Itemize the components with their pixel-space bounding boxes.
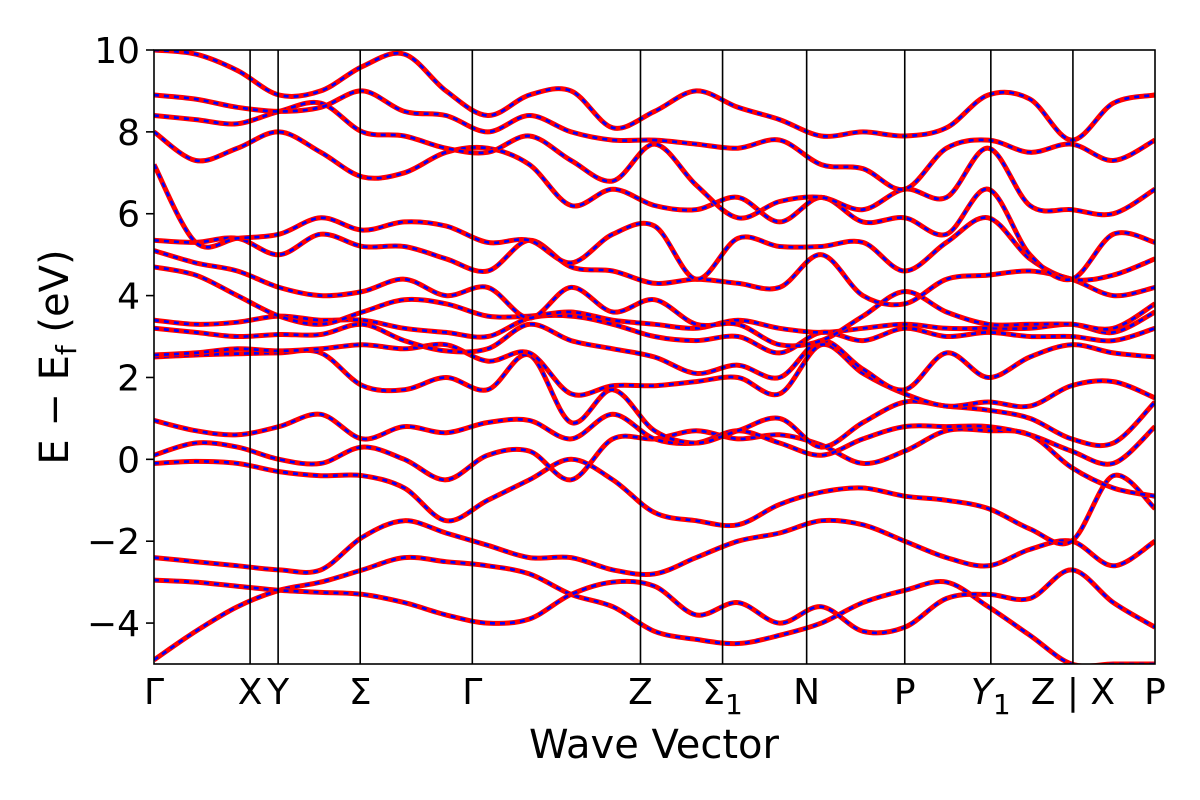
- x-axis-title: Wave Vector: [529, 722, 780, 768]
- x-tick-label: Z | X: [1031, 672, 1115, 713]
- y-axis-title: E − Ef (eV): [32, 249, 83, 464]
- x-tick-label: P: [1144, 672, 1166, 713]
- y-tick-label: 0: [117, 440, 140, 481]
- band-line-blue-dashed: [154, 412, 1155, 466]
- x-tick-label: Γ: [144, 672, 164, 713]
- band-line-blue-dashed: [154, 322, 1155, 392]
- band-line-blue-dashed: [154, 519, 1155, 576]
- y-tick-label: −4: [87, 604, 140, 645]
- band-line-red: [154, 456, 1155, 547]
- band-line-red: [154, 264, 1155, 336]
- y-tick-label: 10: [94, 31, 140, 72]
- x-tick-label: N: [793, 672, 820, 713]
- band-line-blue-dashed: [154, 101, 1155, 220]
- y-tick-label: −2: [87, 522, 140, 563]
- x-tick-label: P: [894, 672, 916, 713]
- y-tick-label: 6: [117, 195, 140, 236]
- band-line-blue-dashed: [154, 568, 1155, 635]
- band-line-red: [154, 163, 1155, 283]
- x-tick-label: Σ: [349, 672, 372, 713]
- y-axis: −4 −2 0 2 4 6 8 10: [87, 31, 154, 645]
- band-line-blue-dashed: [154, 249, 1155, 348]
- y-axis-title-unit: (eV): [32, 249, 78, 345]
- plot-frame: [153, 49, 1156, 665]
- y-tick-label: 2: [117, 358, 140, 399]
- band-line-blue-dashed: [154, 232, 1155, 307]
- band-line-red: [154, 312, 1155, 356]
- band-line-blue-dashed: [154, 130, 1155, 282]
- bands-layer: [154, 50, 1155, 664]
- x-tick-label: X: [238, 672, 263, 713]
- y-tick-label: 4: [117, 277, 140, 318]
- x-tick-label: Y: [266, 672, 290, 713]
- x-tick-label: Z: [628, 672, 653, 713]
- x-tick-label: Y1: [971, 672, 1011, 721]
- band-line-red: [154, 341, 1155, 410]
- band-line-blue-dashed: [154, 89, 1155, 191]
- x-axis: Γ X Y Σ Γ Z Σ1 N P Y1 Z | X P: [144, 672, 1166, 721]
- y-tick-label: 8: [117, 113, 140, 154]
- band-line-blue-dashed: [154, 349, 1155, 449]
- band-line-blue-dashed: [154, 556, 1155, 664]
- x-tick-label: Σ1: [702, 672, 743, 721]
- x-tick-label: Γ: [462, 672, 482, 713]
- y-axis-title-main: E − E: [32, 355, 78, 465]
- high-symmetry-lines: [249, 50, 1074, 664]
- band-line-red: [154, 50, 1155, 143]
- y-axis-title-sub: f: [50, 344, 83, 355]
